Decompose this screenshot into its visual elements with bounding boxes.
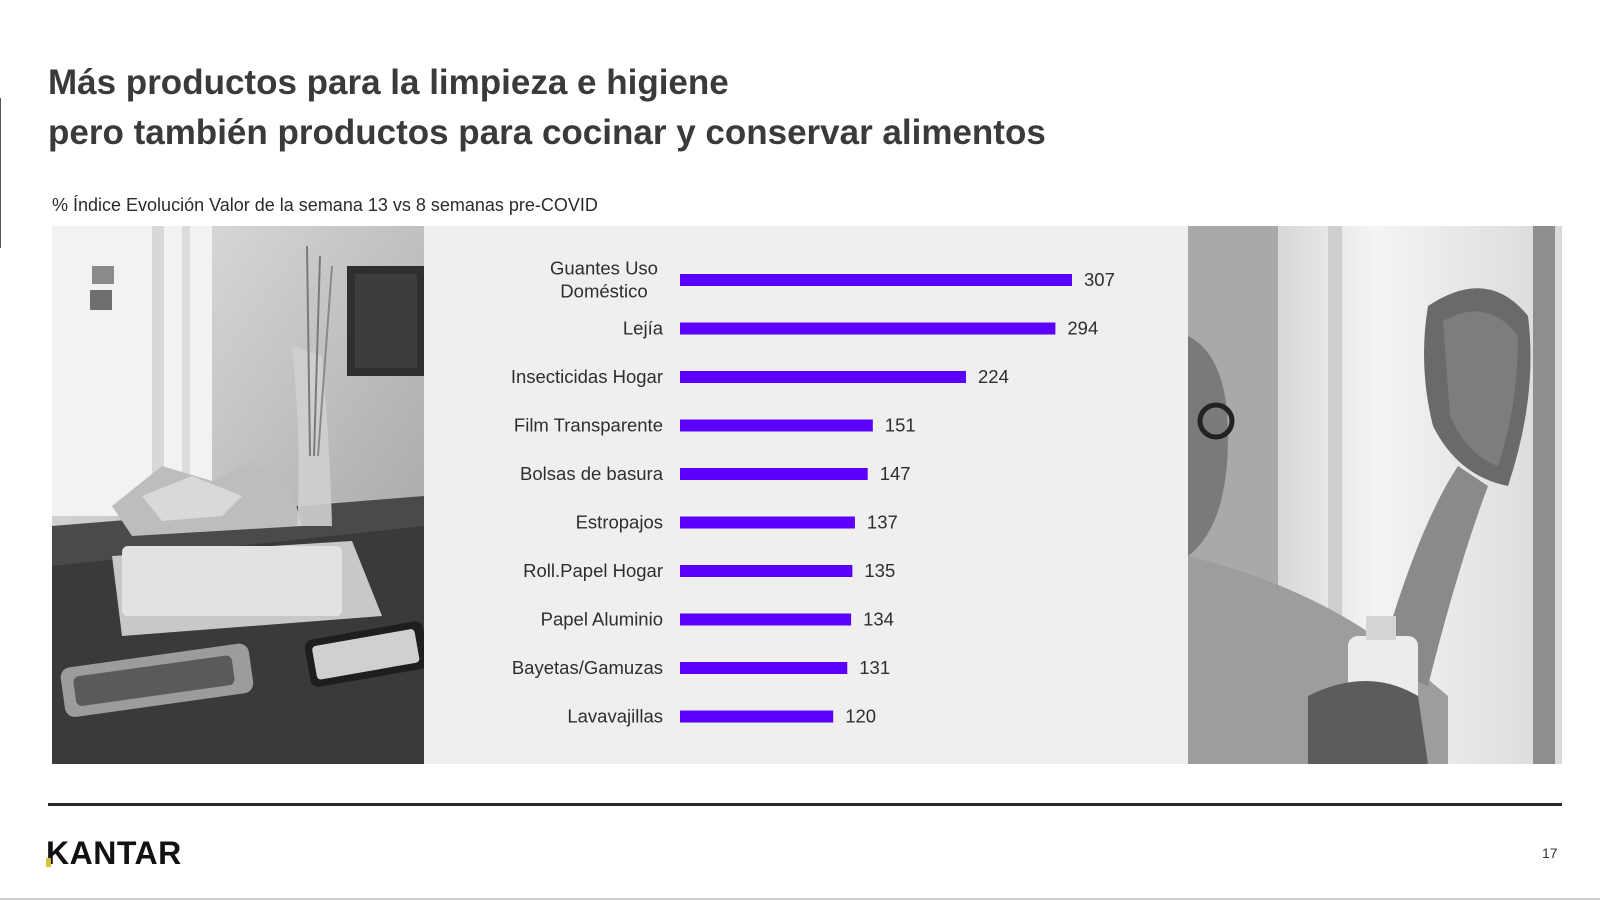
category-label: Film Transparente — [514, 415, 663, 436]
value-label: 294 — [1067, 318, 1098, 339]
value-label: 131 — [859, 657, 890, 678]
category-label: Roll.Papel Hogar — [523, 560, 663, 581]
title-line-1: Más productos para la limpieza e higiene — [48, 63, 729, 102]
value-label: 120 — [845, 706, 876, 727]
title-line-2: pero también productos para cocinar y co… — [48, 113, 1046, 152]
value-label: 224 — [978, 366, 1009, 387]
slide-title: Más productos para la limpieza e higiene… — [48, 58, 1046, 158]
bar — [680, 468, 868, 480]
bar-chart: Guantes Uso Doméstico 307 Lejía 294 Insectici… — [511, 258, 1115, 727]
category-label: Insecticidas Hogar — [511, 366, 663, 387]
value-label: 151 — [885, 415, 916, 436]
bottom-edge-rule — [0, 898, 1600, 900]
category-label: Papel Aluminio — [541, 609, 663, 630]
footer-rule — [48, 803, 1562, 806]
page-number: 17 — [1542, 845, 1558, 861]
chart-panel: Guantes Uso Doméstico 307 Lejía 294 Insectici… — [424, 226, 1188, 764]
category-label: Bayetas/Gamuzas — [512, 657, 663, 678]
kantar-logo: KANTAR — [46, 835, 182, 871]
bar — [680, 710, 834, 723]
value-label: 137 — [867, 512, 898, 533]
bar — [680, 662, 848, 674]
bar — [680, 322, 1056, 335]
kitchen-table-photo — [52, 226, 424, 764]
value-label: 135 — [864, 560, 895, 581]
category-label: Estropajos — [576, 512, 663, 533]
value-label: 147 — [880, 463, 911, 484]
value-label: 307 — [1084, 269, 1115, 290]
window-cleaning-photo — [1188, 226, 1562, 764]
bar — [680, 516, 855, 529]
bar — [680, 613, 852, 626]
chart-subtitle: % Índice Evolución Valor de la semana 13… — [52, 195, 598, 215]
category-label: Lavavajillas — [567, 706, 663, 727]
left-edge-rule — [0, 98, 1, 248]
bar — [680, 371, 967, 383]
logo-accent-mark — [46, 858, 51, 867]
category-label: Guantes Uso Doméstico — [550, 258, 658, 302]
category-label: Lejía — [623, 318, 664, 339]
bar — [680, 565, 853, 577]
bar — [680, 274, 1072, 286]
bar — [680, 419, 873, 432]
value-label: 134 — [863, 609, 894, 630]
category-label: Bolsas de basura — [520, 463, 664, 484]
